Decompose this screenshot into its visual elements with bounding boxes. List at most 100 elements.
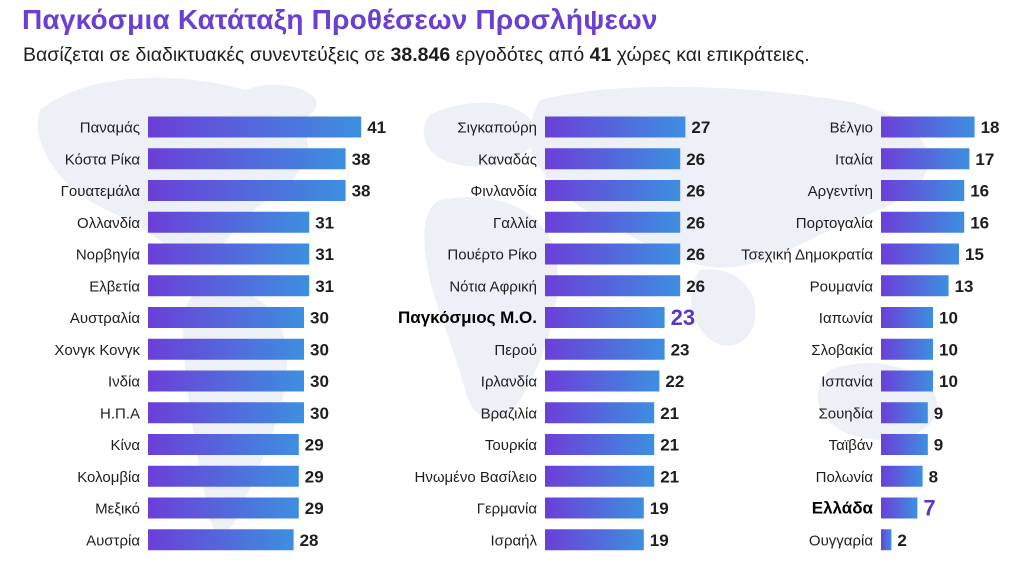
bar-label: Ιταλία bbox=[835, 151, 873, 168]
bar-μεξικό bbox=[148, 497, 299, 519]
bar-label: Περού bbox=[494, 342, 537, 359]
bar-αργεντίνη bbox=[881, 180, 965, 201]
countries-count: 41 bbox=[589, 44, 612, 66]
bar-label: Παναμάς bbox=[80, 120, 140, 137]
bar-ηνωμένο-βασίλειο bbox=[545, 465, 655, 487]
bar-value-label: 16 bbox=[970, 213, 989, 232]
bar-τουρκία bbox=[545, 434, 655, 455]
bar-label: Τσεχική Δημοκρατία bbox=[741, 247, 873, 264]
bar-label: Γαλλία bbox=[493, 215, 537, 232]
bar-label: Βραζιλία bbox=[481, 405, 538, 422]
bar-value-label: 26 bbox=[686, 245, 705, 264]
bar-ελλάδα bbox=[881, 497, 918, 519]
bar-σουηδία bbox=[881, 402, 928, 424]
bar-ταϊβάν bbox=[881, 434, 928, 455]
bar-σλοβακία bbox=[881, 338, 933, 360]
bar-label: Βέλγιο bbox=[830, 120, 873, 137]
bar-label: Πουέρτο Ρίκο bbox=[447, 247, 537, 264]
bar-label: Πορτογαλία bbox=[796, 215, 874, 232]
bar-label: Ισραήλ bbox=[491, 532, 538, 549]
bar-καναδάς bbox=[545, 148, 681, 170]
bar-label: Αργεντίνη bbox=[808, 183, 873, 200]
bar-value-label: 26 bbox=[686, 150, 705, 169]
bar-value-label: 30 bbox=[310, 372, 329, 391]
bar-φινλανδία bbox=[545, 180, 681, 201]
bar-η-π-α bbox=[148, 402, 304, 424]
bar-label: Ελβετία bbox=[89, 278, 140, 295]
bar-label: Η.Π.Α bbox=[100, 405, 140, 422]
bar-γερμανία bbox=[545, 497, 644, 519]
bar-label: Κολομβία bbox=[77, 469, 140, 486]
bar-label: Ουγγαρία bbox=[809, 532, 873, 549]
bar-ολλανδία bbox=[148, 211, 310, 233]
bar-value-label: 29 bbox=[305, 499, 324, 518]
bar-παγκόσμιος-μ-ο bbox=[545, 307, 665, 328]
bar-value-label: 10 bbox=[939, 372, 958, 391]
bar-label: Χονγκ Κονγκ bbox=[54, 342, 140, 359]
bar-ινδία bbox=[148, 370, 304, 392]
bar-γαλλία bbox=[545, 211, 681, 233]
bar-πολωνία bbox=[881, 465, 923, 487]
bar-value-label: 13 bbox=[955, 277, 974, 296]
bar-νορβηγία bbox=[148, 243, 310, 265]
bar-παναμάς bbox=[148, 116, 362, 138]
bar-κίνα bbox=[148, 434, 299, 455]
bar-label: Γερμανία bbox=[477, 501, 538, 518]
bar-value-label: 27 bbox=[691, 118, 710, 137]
bar-value-label: 17 bbox=[975, 150, 994, 169]
bar-περού bbox=[545, 338, 665, 360]
bar-νότια-αφρική bbox=[545, 275, 681, 297]
bar-label: Ελλάδα bbox=[812, 499, 874, 518]
bar-label: Καναδάς bbox=[478, 151, 537, 168]
bar-label: Τουρκία bbox=[485, 437, 537, 454]
bar-label: Σουηδία bbox=[818, 405, 873, 422]
bar-label: Νότια Αφρική bbox=[449, 278, 537, 295]
bar-value-label: 9 bbox=[934, 404, 943, 423]
bar-value-label: 18 bbox=[981, 118, 1000, 137]
bar-label: Ολλανδία bbox=[77, 215, 140, 232]
page-title: Παγκόσμια Κατάταξη Προθέσεων Προσλήψεων bbox=[22, 4, 658, 35]
bar-value-label: 23 bbox=[671, 340, 690, 359]
bar-label: Αυστραλία bbox=[70, 310, 140, 327]
bar-value-label: 10 bbox=[939, 340, 958, 359]
bar-πορτογαλία bbox=[881, 211, 965, 233]
bar-label: Σιγκαπούρη bbox=[457, 120, 537, 137]
bar-label: Ιαπωνία bbox=[819, 310, 874, 327]
bar-value-label: 26 bbox=[686, 277, 705, 296]
bar-ιρλανδία bbox=[545, 370, 660, 392]
bar-value-label: 15 bbox=[965, 245, 984, 264]
bar-value-label: 26 bbox=[686, 213, 705, 232]
bar-χονγκ-κονγκ bbox=[148, 338, 304, 360]
bar-σιγκαπούρη bbox=[545, 116, 686, 138]
bar-value-label: 30 bbox=[310, 340, 329, 359]
bar-value-label: 16 bbox=[970, 182, 989, 201]
bar-ισραήλ bbox=[545, 529, 644, 551]
bar-label: Πολωνία bbox=[816, 469, 874, 486]
bar-value-label: 30 bbox=[310, 309, 329, 328]
bar-label: Παγκόσμιος Μ.Ο. bbox=[398, 308, 537, 327]
bar-value-label: 21 bbox=[660, 467, 679, 486]
bar-ιαπωνία bbox=[881, 307, 933, 328]
bar-value-label: 21 bbox=[660, 436, 679, 455]
bar-label: Ιρλανδία bbox=[481, 374, 538, 391]
bar-βραζιλία bbox=[545, 402, 655, 424]
bar-value-label: 2 bbox=[897, 531, 906, 550]
bar-πουέρτο-ρίκο bbox=[545, 243, 681, 265]
bar-value-label: 31 bbox=[315, 277, 334, 296]
bar-value-label: 29 bbox=[305, 436, 324, 455]
bar-value-label: 38 bbox=[352, 150, 371, 169]
bar-value-label: 26 bbox=[686, 182, 705, 201]
bar-βέλγιο bbox=[881, 116, 975, 138]
bar-label: Ηνωμένο Βασίλειο bbox=[414, 469, 537, 486]
bar-value-label: 41 bbox=[367, 118, 386, 137]
bar-value-label: 30 bbox=[310, 404, 329, 423]
bar-value-label: 31 bbox=[315, 245, 334, 264]
bar-κόστα-ρίκα bbox=[148, 148, 346, 170]
bar-value-label: 31 bbox=[315, 213, 334, 232]
bar-value-label: 19 bbox=[650, 531, 669, 550]
subtitle: Βασίζεται σε διαδικτυακές συνεντεύξεις σ… bbox=[23, 44, 810, 66]
bar-value-label: 7 bbox=[923, 496, 935, 521]
bar-value-label: 21 bbox=[660, 404, 679, 423]
bar-value-label: 29 bbox=[305, 467, 324, 486]
